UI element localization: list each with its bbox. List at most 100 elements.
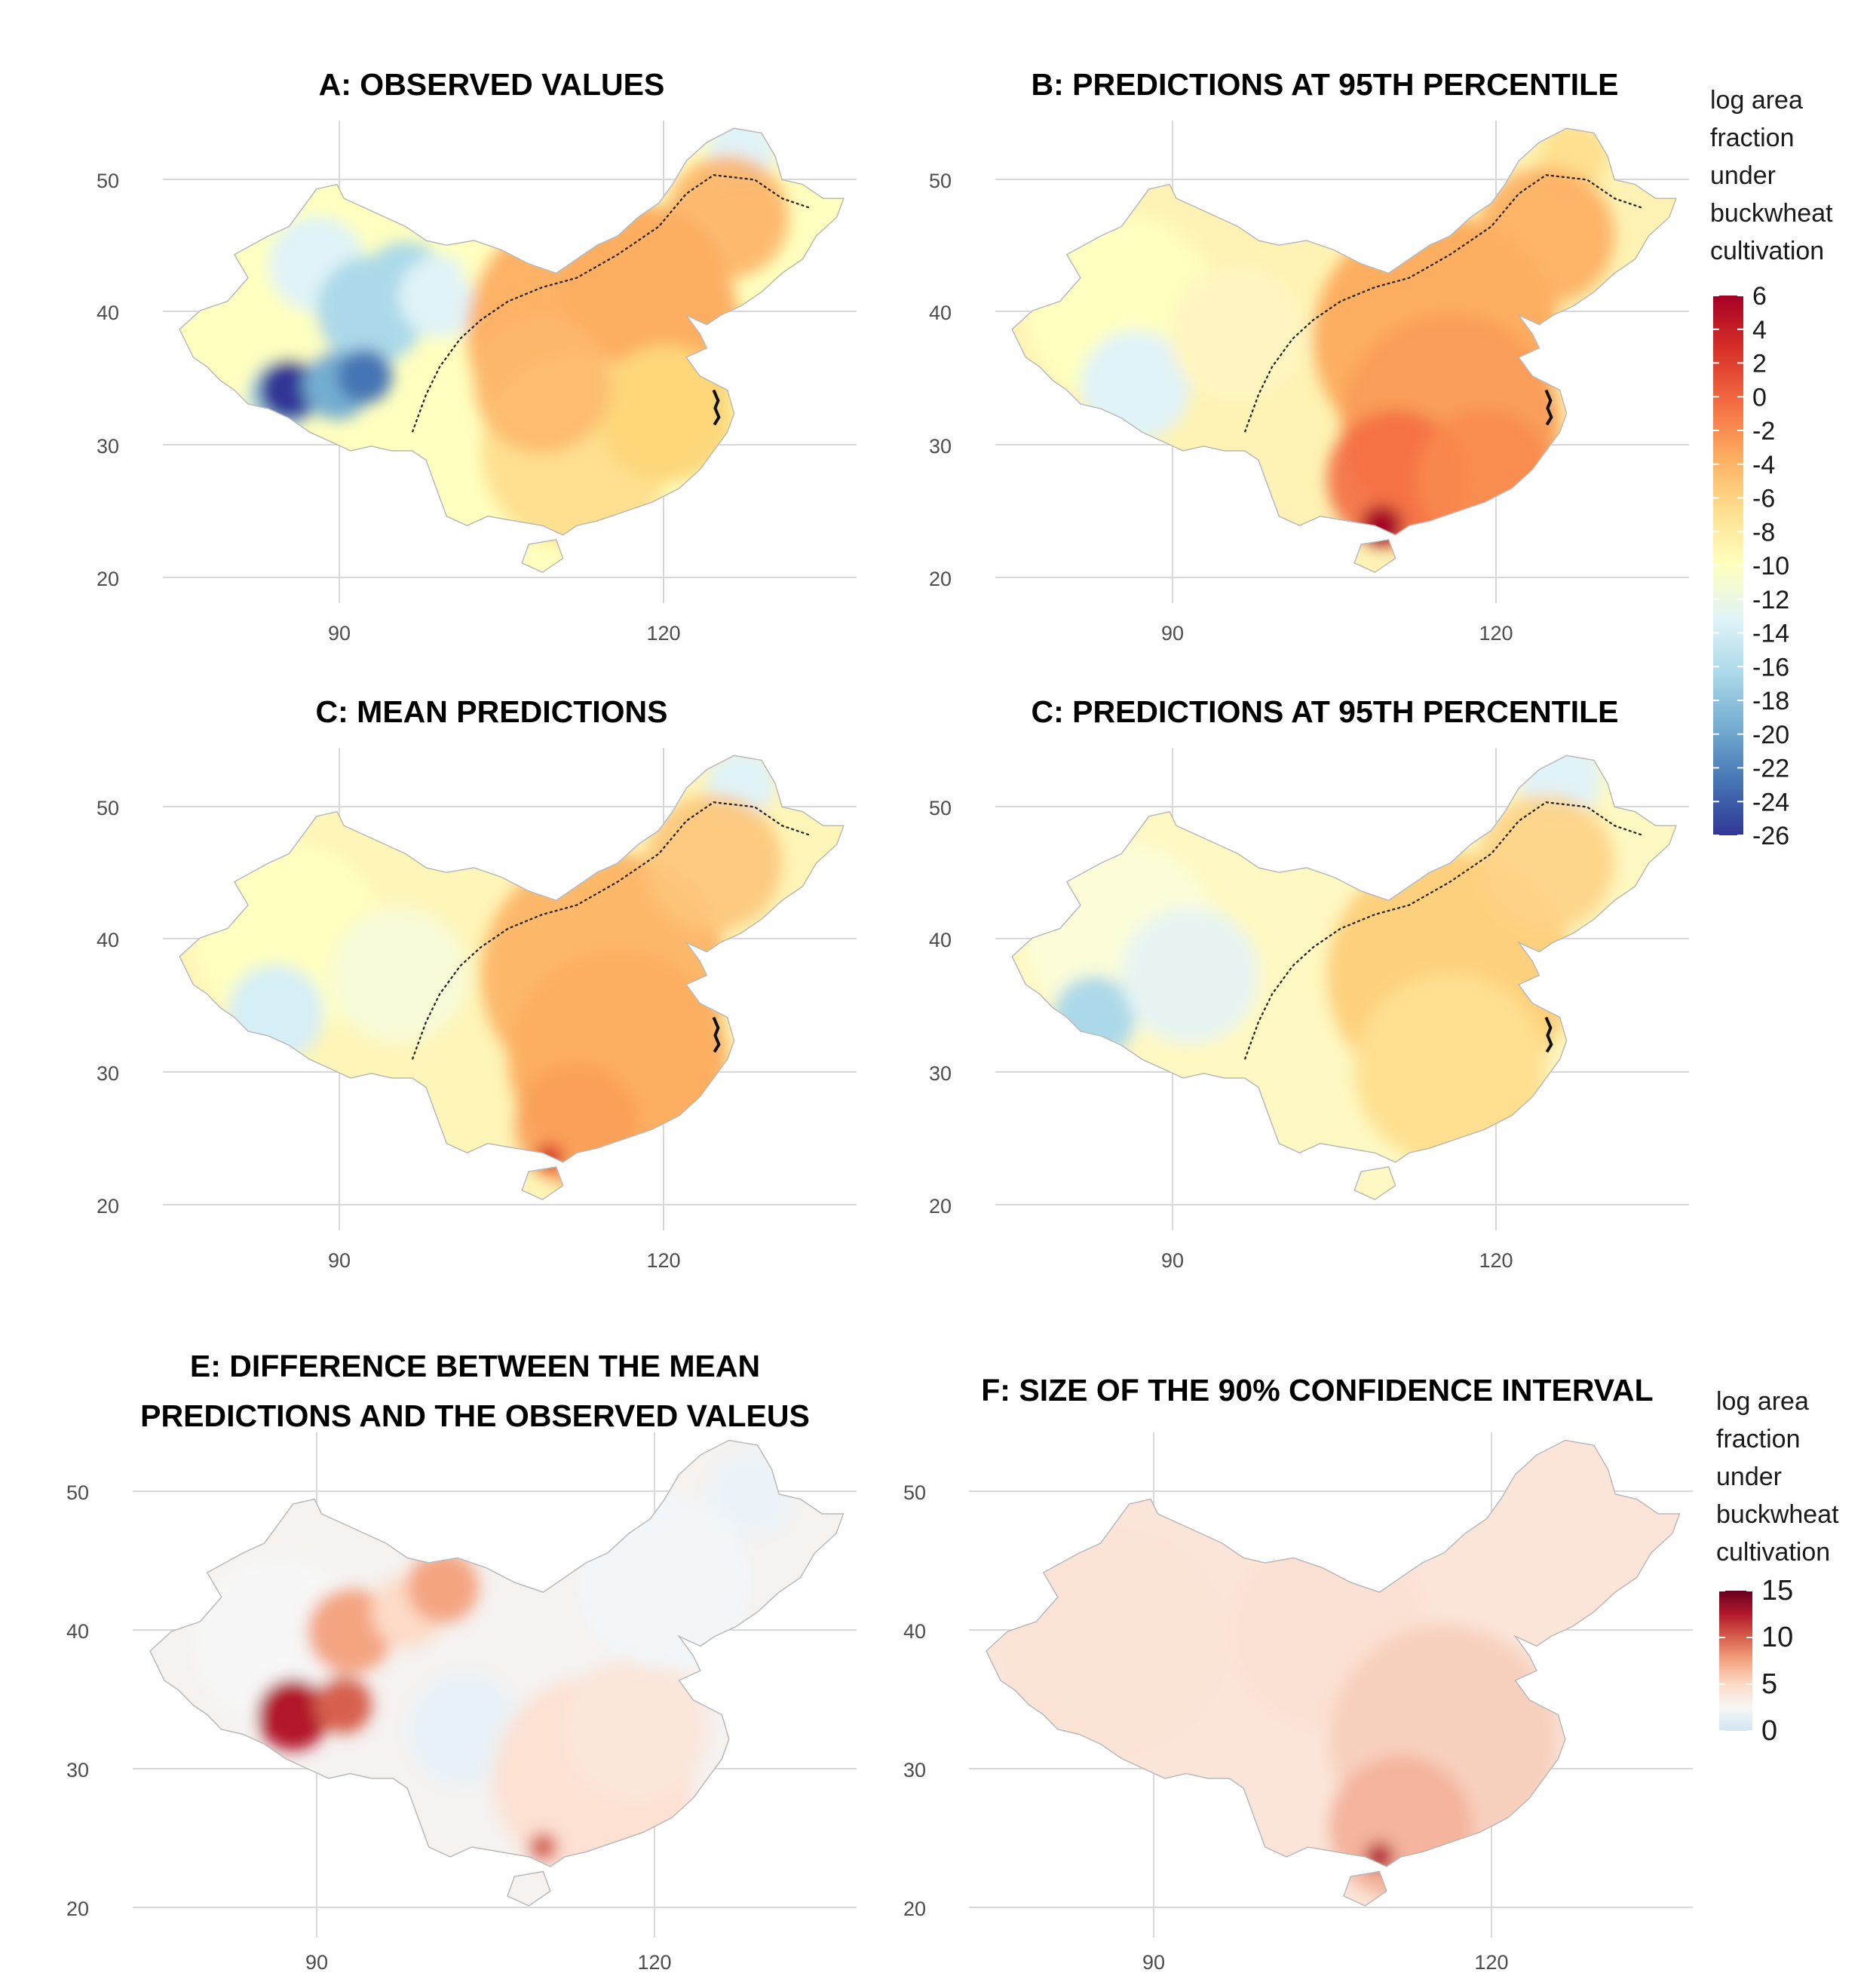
y-tick-label: 20 <box>97 1195 119 1218</box>
colorbar-ticks: 6 4 2 0 -2 -4 -6 -8 -10 -12 -14 -16 -18 -20 -22 -24 -26 <box>1713 282 1789 850</box>
y-tick-label: 40 <box>929 929 952 951</box>
region-blob <box>665 155 789 279</box>
colorbar-tick-label: -22 <box>1752 755 1789 783</box>
island-border <box>507 1870 551 1907</box>
y-tick-label: 40 <box>929 302 952 324</box>
x-tick-label: 120 <box>1474 1951 1508 1974</box>
map-fill <box>986 1440 1680 1906</box>
x-tick-label: 120 <box>646 622 680 645</box>
region-blob <box>578 1496 751 1668</box>
panel-title: C: MEAN PREDICTIONS <box>316 694 668 729</box>
map-plot: 50 40 30 20 90 120 <box>903 1432 1693 1974</box>
x-tick-label: 120 <box>637 1951 671 1974</box>
region-blob <box>257 1679 329 1751</box>
x-tick-label: 90 <box>305 1951 328 1974</box>
colorbar-tick-label: 10 <box>1761 1622 1793 1653</box>
coast-mark <box>1544 1016 1553 1053</box>
colorbar-tick-label: -14 <box>1752 620 1789 648</box>
map-plot: 50 40 30 20 90 120 <box>929 121 1689 645</box>
colorbar-tick-label: 0 <box>1752 383 1767 412</box>
x-tick-label: 120 <box>646 1249 680 1272</box>
colorbar-ticks: 15 10 5 0 <box>1719 1575 1793 1747</box>
region-blob <box>337 348 392 404</box>
legend-title: under <box>1710 161 1776 190</box>
panel-title: E: DIFFERENCE BETWEEN THE MEAN <box>190 1349 760 1383</box>
country-border <box>1011 755 1677 1163</box>
region-blob <box>1477 795 1615 932</box>
panel-title: F: SIZE OF THE 90% CONFIDENCE INTERVAL <box>981 1373 1653 1408</box>
panel-title: C: PREDICTIONS AT 95TH PERCENTILE <box>1031 694 1618 729</box>
y-tick-label: 20 <box>97 568 119 590</box>
region-blob <box>1354 973 1547 1165</box>
panel-title: PREDICTIONS AND THE OBSERVED VALEUS <box>140 1398 810 1433</box>
region-blob <box>1477 167 1615 305</box>
region-blob <box>330 906 468 1044</box>
y-tick-label: 50 <box>97 170 119 192</box>
region-blob <box>407 1672 522 1787</box>
y-tick-label: 20 <box>903 1898 926 1920</box>
legend-title: buckwheat <box>1716 1500 1839 1529</box>
y-tick-label: 40 <box>903 1620 926 1643</box>
colorbar-tick-label: -24 <box>1752 788 1789 816</box>
x-tick-label: 120 <box>1479 1249 1513 1272</box>
legend-title: log area <box>1716 1387 1809 1416</box>
contour-line <box>1243 174 1642 433</box>
island-border <box>521 1166 564 1201</box>
colorbar <box>1719 1591 1752 1731</box>
map-fill <box>1012 755 1676 1200</box>
contour-line <box>411 801 810 1060</box>
colorbar-tick-label: -4 <box>1752 451 1775 479</box>
legend-title: fraction <box>1716 1425 1801 1453</box>
y-tick-label: 40 <box>97 302 119 324</box>
region-blob <box>707 1451 794 1537</box>
y-tick-label: 50 <box>66 1481 89 1504</box>
y-tick-label: 50 <box>929 797 952 819</box>
colorbar-tick-label: 2 <box>1752 350 1767 378</box>
panel-a: A: OBSERVED VALUES 50 40 30 20 90 120 <box>97 67 857 645</box>
colorbar-tick-label: -18 <box>1752 687 1789 715</box>
region-blob <box>1000 1527 1230 1756</box>
x-tick-label: 90 <box>1161 1249 1184 1272</box>
region-blob <box>307 1588 394 1674</box>
colorbar-tick-label: -16 <box>1752 653 1789 682</box>
map-regions <box>1025 128 1615 547</box>
panel-e: E: DIFFERENCE BETWEEN THE MEAN PREDICTIO… <box>66 1349 857 1974</box>
region-blob <box>314 1676 372 1734</box>
y-tick-label: 50 <box>929 170 952 192</box>
region-blob <box>515 1063 639 1187</box>
colorbar-tick-label: -2 <box>1752 417 1775 446</box>
legend-title: under <box>1716 1463 1782 1491</box>
island-border <box>1353 538 1396 574</box>
map-fill <box>1012 128 1676 573</box>
coast-mark <box>712 389 721 426</box>
legend-title: fraction <box>1710 124 1795 152</box>
island-border <box>521 538 564 574</box>
y-tick-label: 30 <box>66 1759 89 1781</box>
legend-title: log area <box>1710 86 1803 115</box>
region-blob <box>1415 410 1553 547</box>
map-fill <box>179 755 844 1200</box>
region-blob <box>192 1555 365 1727</box>
legend-bottom: log area fraction under buckwheat cultiv… <box>1716 1387 1839 1747</box>
legend-title: buckwheat <box>1710 199 1833 228</box>
region-blob <box>258 359 320 421</box>
y-tick-label: 30 <box>97 435 119 458</box>
region-blob <box>645 795 783 932</box>
y-tick-label: 20 <box>929 568 952 590</box>
island-border <box>1353 1166 1396 1201</box>
legend-title: cultivation <box>1716 1538 1830 1567</box>
y-tick-label: 40 <box>97 929 119 951</box>
panel-b: B: PREDICTIONS AT 95TH PERCENTILE 50 40 … <box>929 67 1689 645</box>
x-tick-label: 90 <box>328 622 351 645</box>
china-map <box>1011 127 1677 574</box>
panel-c: C: MEAN PREDICTIONS 50 40 30 20 90 120 <box>97 694 857 1272</box>
china-map <box>986 1439 1681 1907</box>
region-blob <box>398 255 481 338</box>
colorbar-tick-label: -20 <box>1752 721 1789 749</box>
china-map <box>179 755 845 1201</box>
china-map <box>1011 755 1677 1201</box>
x-tick-label: 90 <box>1161 622 1184 645</box>
region-blob <box>227 964 323 1061</box>
contour-line <box>1243 801 1642 1060</box>
colorbar-tick-label: -8 <box>1752 518 1775 547</box>
